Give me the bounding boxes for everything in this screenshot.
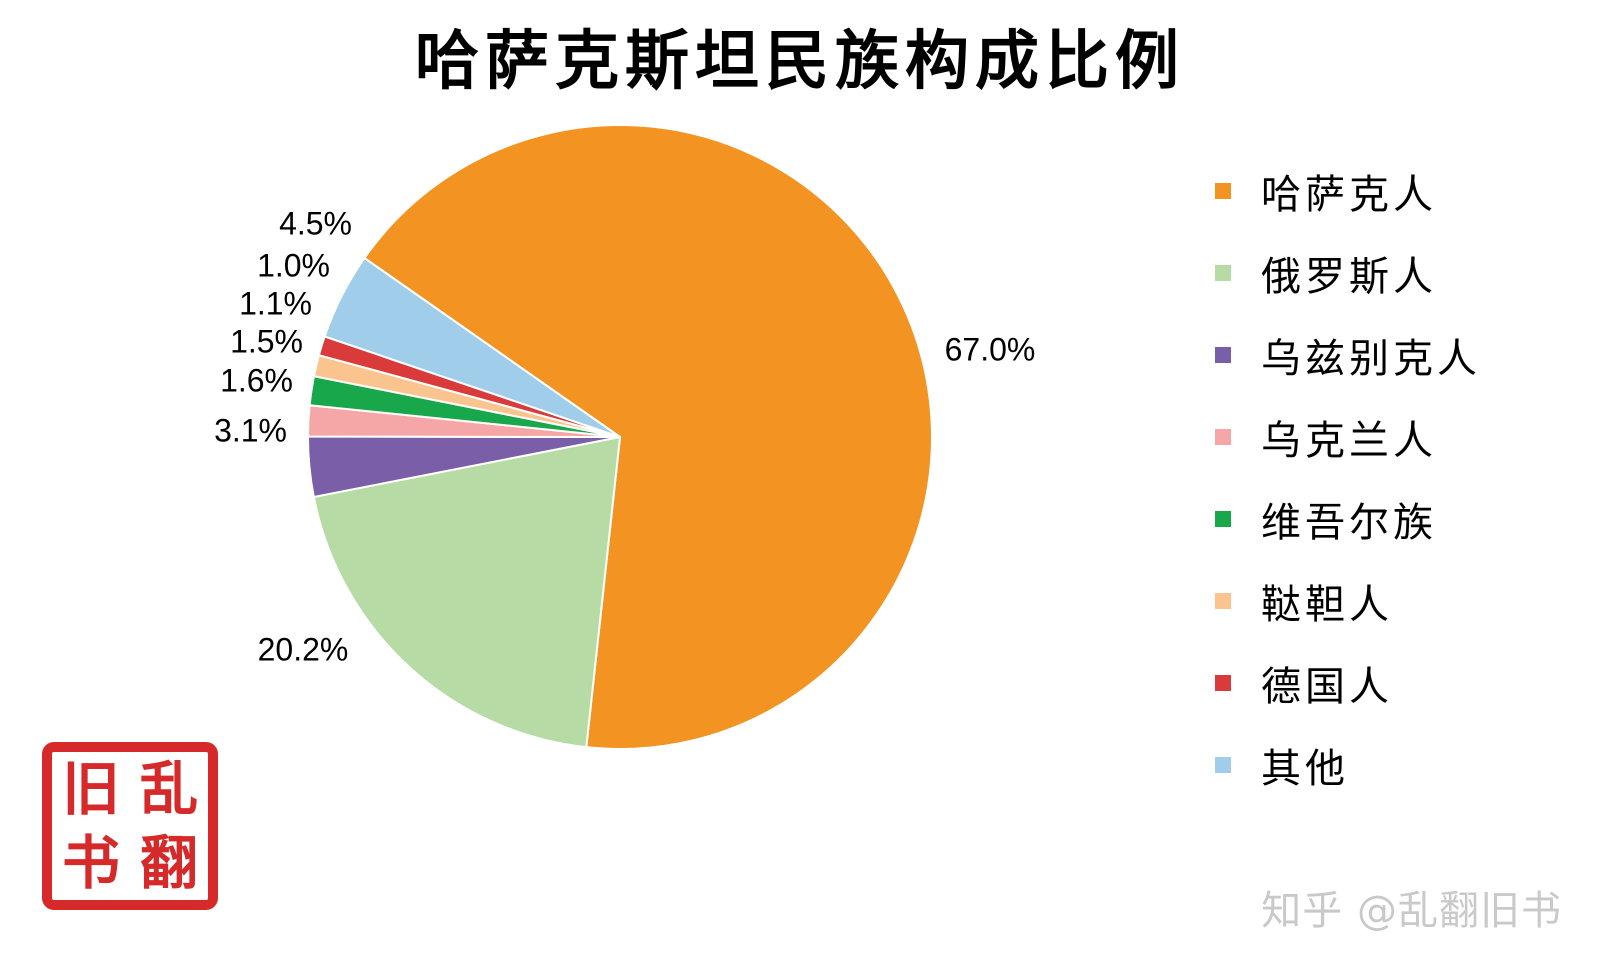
- seal-stamp: 旧 乱 书 翻: [42, 742, 218, 910]
- legend-item: 德国人: [1215, 642, 1481, 724]
- legend-label: 乌克兰人: [1261, 418, 1437, 464]
- legend-label: 哈萨克人: [1261, 172, 1437, 218]
- watermark: 知乎 @乱翻旧书: [1261, 888, 1562, 934]
- legend-swatch: [1215, 511, 1231, 527]
- legend-swatch: [1215, 593, 1231, 609]
- legend-item: 哈萨克人: [1215, 150, 1481, 232]
- legend-item: 乌克兰人: [1215, 396, 1481, 478]
- seal-char: 乱: [139, 755, 198, 823]
- slice-data-label: 20.2%: [258, 631, 349, 667]
- slice-data-label: 67.0%: [945, 331, 1036, 367]
- legend-swatch: [1215, 347, 1231, 363]
- legend-swatch: [1215, 265, 1231, 281]
- pie-slice: [312, 435, 622, 749]
- slice-data-label: 1.6%: [220, 362, 293, 398]
- legend-item: 乌兹别克人: [1215, 314, 1481, 396]
- legend-label: 其他: [1261, 746, 1349, 792]
- legend-swatch: [1215, 183, 1231, 199]
- slice-data-label: 1.5%: [230, 323, 303, 359]
- legend-item: 其他: [1215, 724, 1481, 806]
- chart-title: 哈萨克斯坦民族构成比例: [415, 24, 1185, 99]
- slice-data-label: 1.1%: [239, 285, 312, 321]
- slice-data-label: 4.5%: [279, 205, 352, 241]
- legend-swatch: [1215, 757, 1231, 773]
- seal-char: 书: [61, 829, 120, 897]
- legend-swatch: [1215, 675, 1231, 691]
- legend: 哈萨克人俄罗斯人乌兹别克人乌克兰人维吾尔族鞑靼人德国人其他: [1215, 150, 1481, 806]
- legend-label: 乌兹别克人: [1261, 336, 1481, 382]
- legend-label: 德国人: [1261, 664, 1393, 710]
- seal-char: 翻: [139, 829, 198, 897]
- legend-item: 维吾尔族: [1215, 478, 1481, 560]
- seal-char: 旧: [61, 755, 120, 823]
- legend-label: 俄罗斯人: [1261, 254, 1437, 300]
- legend-label: 维吾尔族: [1261, 500, 1437, 546]
- pie-slice: [323, 256, 621, 438]
- legend-item: 俄罗斯人: [1215, 232, 1481, 314]
- pie-slice: [363, 124, 933, 750]
- legend-item: 鞑靼人: [1215, 560, 1481, 642]
- legend-label: 鞑靼人: [1261, 582, 1393, 628]
- slice-data-label: 1.0%: [257, 247, 330, 283]
- slice-data-label: 3.1%: [214, 412, 287, 448]
- legend-swatch: [1215, 429, 1231, 445]
